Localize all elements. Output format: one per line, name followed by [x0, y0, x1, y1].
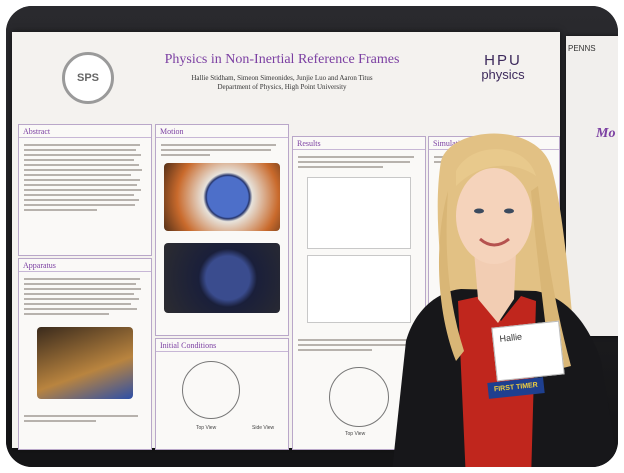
neighbor-poster-header: PENNS [568, 44, 596, 53]
abstract-heading: Abstract [19, 125, 151, 138]
right-eye [504, 208, 514, 214]
hpu-logo-line2: physics [481, 67, 525, 82]
apparatus-section: Apparatus [18, 258, 152, 450]
apparatus-footer [19, 409, 149, 428]
results-plot-2 [307, 255, 411, 323]
smile [479, 237, 510, 247]
neighbor-poster: PENNS Mo [566, 36, 618, 336]
hair-front [456, 149, 536, 186]
neck [474, 251, 516, 323]
motion-photo-inertial [164, 163, 280, 231]
poster-header: SPS Physics in Non-Inertial Reference Fr… [12, 32, 560, 116]
side-view-caption: Side View [252, 425, 275, 431]
face [456, 168, 532, 264]
motion-section: Motion [155, 124, 289, 336]
top-view-diagram [182, 361, 240, 419]
results-note [293, 333, 427, 357]
left-eye [474, 208, 484, 214]
results-body [293, 150, 425, 174]
results-heading: Results [293, 137, 425, 150]
department-line: Department of Physics, High Point Univer… [217, 83, 347, 91]
initial-conditions-section: Initial Conditions Top View Side View [155, 338, 289, 450]
poster-authors: Hallie Stidham, Simeon Simeonides, Junji… [132, 74, 432, 92]
photograph: SPS Physics in Non-Inertial Reference Fr… [6, 6, 618, 467]
neighbor-poster-title: Mo [596, 126, 616, 141]
apparatus-heading: Apparatus [19, 259, 151, 272]
turntable-photo [37, 327, 133, 399]
hair-left-strand [438, 191, 464, 361]
hair-right-strand [531, 186, 571, 371]
authors-line: Hallie Stidham, Simeon Simeonides, Junji… [191, 74, 373, 82]
motion-body [156, 138, 288, 162]
badge-name: Hallie [499, 331, 523, 344]
abstract-body [19, 138, 151, 217]
sps-logo: SPS [62, 52, 114, 104]
results-plot-1 [307, 177, 411, 249]
hpu-physics-logo: HPU physics [468, 52, 538, 82]
top-view-caption: Top View [196, 425, 217, 431]
motion-heading: Motion [156, 125, 288, 138]
apparatus-body [19, 272, 151, 321]
motion-photo-rotating [164, 243, 280, 313]
results-diagram [329, 367, 389, 427]
presenter-person [392, 133, 618, 467]
name-badge: Hallie [491, 320, 565, 382]
initial-conditions-heading: Initial Conditions [156, 339, 288, 352]
hpu-logo-line1: HPU [484, 52, 522, 69]
abstract-section: Abstract [18, 124, 152, 256]
results-top-view-caption: Top View [345, 431, 366, 437]
poster-title: Physics in Non-Inertial Reference Frames [164, 52, 400, 67]
